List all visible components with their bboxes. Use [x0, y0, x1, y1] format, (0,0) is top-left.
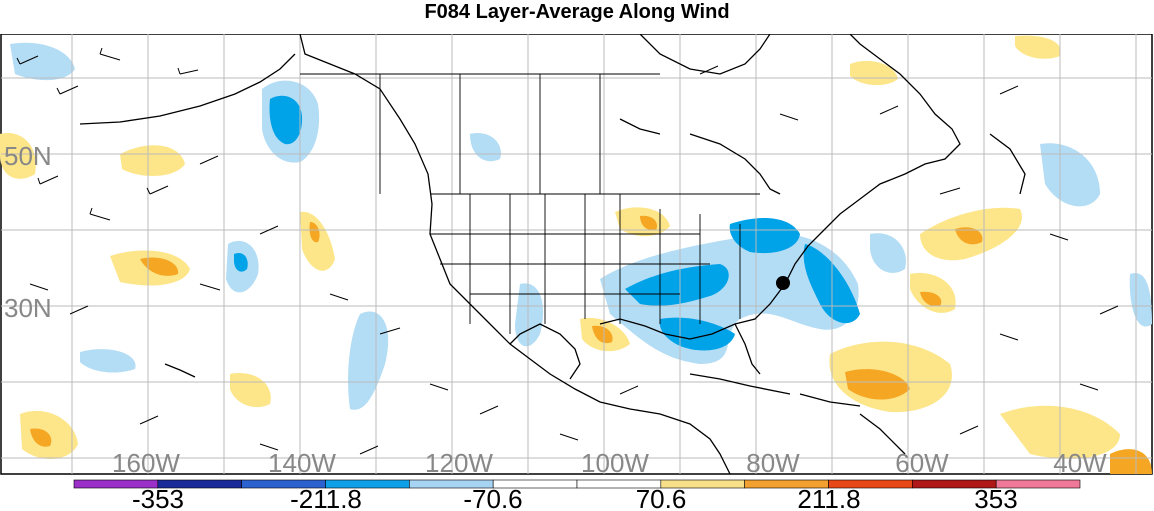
- wind-map: 50N 30N 160W 140W 120W 100W 80W 60W 40W: [0, 34, 1153, 475]
- lon-label: 160W: [112, 448, 180, 475]
- colorbar-label: -70.6: [463, 484, 522, 511]
- colorbar-label: 70.6: [636, 484, 687, 511]
- state-borders: [300, 73, 760, 334]
- lat-label: 50N: [4, 141, 52, 171]
- lon-label: 100W: [581, 448, 649, 475]
- lon-label: 140W: [268, 448, 336, 475]
- wind-barbs: [16, 47, 1119, 455]
- colorbar-swatches: [73, 479, 1081, 489]
- lon-label: 60W: [895, 448, 949, 475]
- hurricane-marker: [776, 276, 790, 290]
- colorbar-swatch: [995, 479, 1081, 489]
- lat-label: 30N: [4, 293, 52, 323]
- colorbar-labels: -353 -211.8 -70.6 70.6 211.8 353: [132, 484, 1018, 511]
- lon-label: 80W: [746, 448, 800, 475]
- lon-label: 120W: [425, 448, 493, 475]
- colorbar-label: -211.8: [290, 484, 362, 511]
- colorbar-label: 353: [974, 484, 1017, 511]
- colorbar-label: 211.8: [797, 484, 860, 511]
- lon-label: 40W: [1053, 448, 1107, 475]
- lat-lon-grid: [1, 34, 1152, 474]
- positive-wind-shading: [0, 35, 1152, 474]
- colorbar-label: -353: [132, 484, 184, 511]
- colorbar: -353 -211.8 -70.6 70.6 211.8 353: [73, 479, 1081, 511]
- plot-title: F084 Layer-Average Along Wind: [424, 1, 730, 23]
